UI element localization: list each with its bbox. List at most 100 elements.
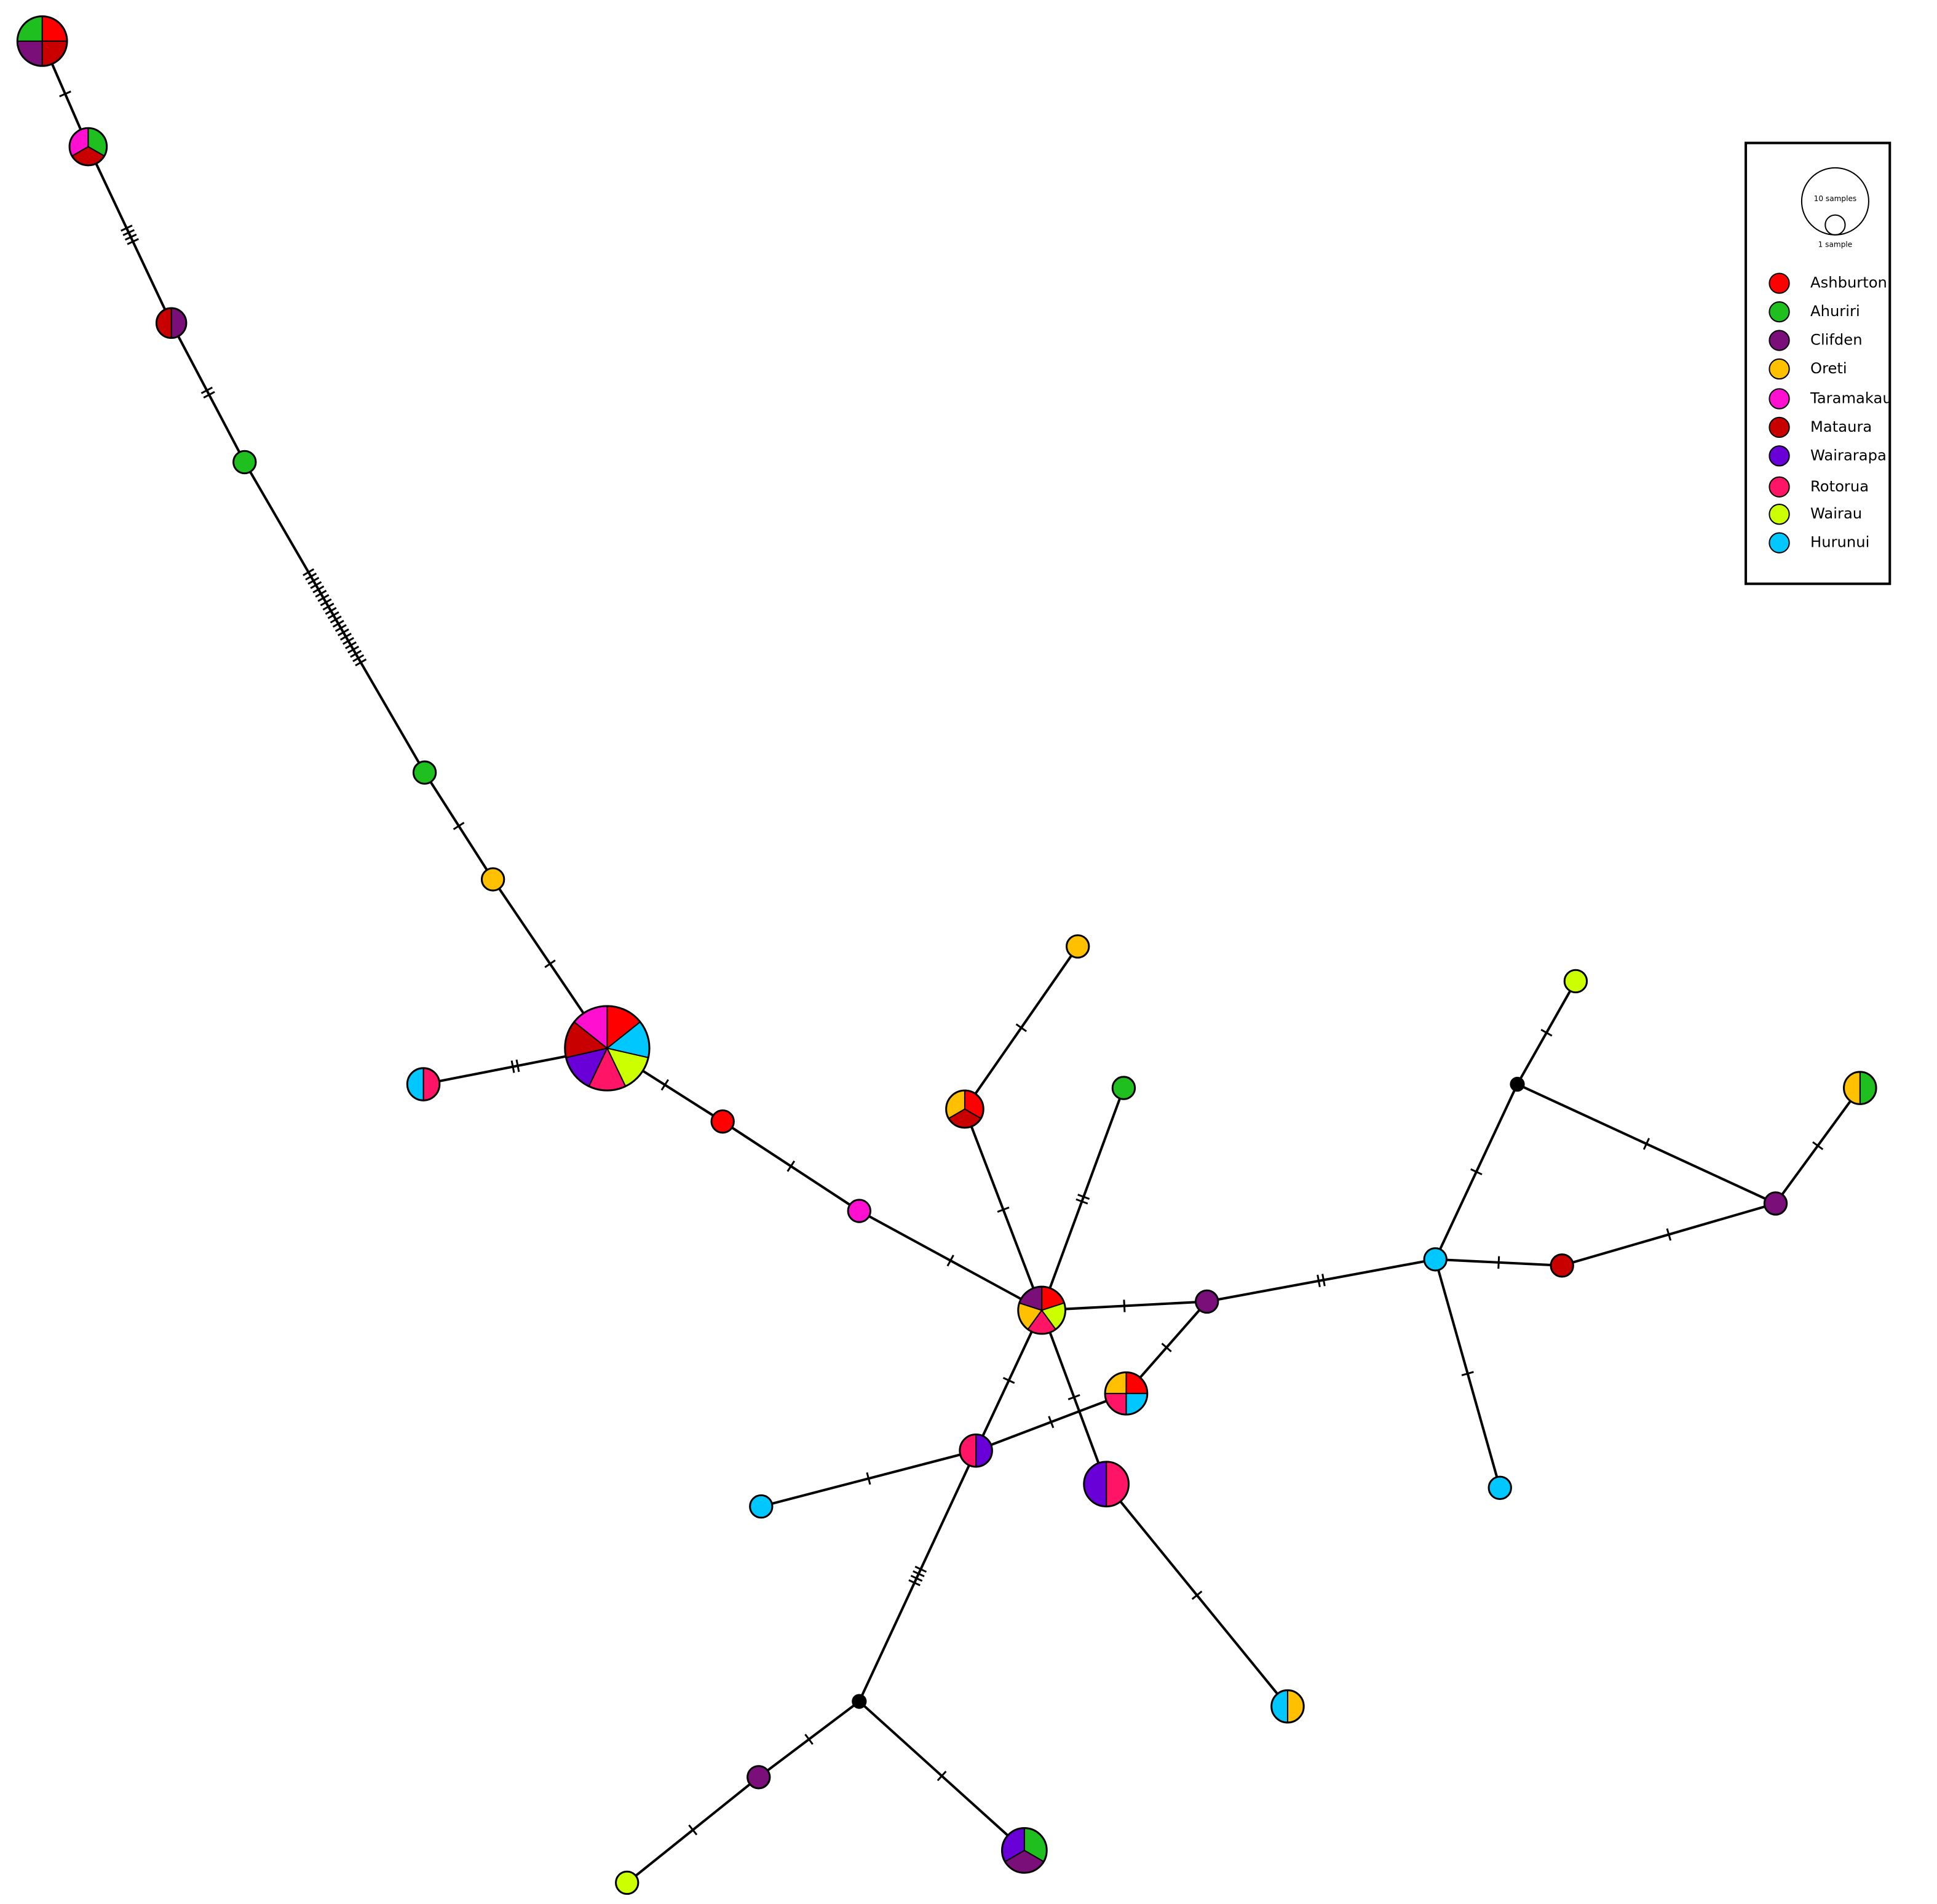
legend-label: Ashburton — [1810, 274, 1887, 292]
mutation-tick — [660, 1079, 669, 1091]
mutation-tick — [1015, 1023, 1027, 1033]
edge — [244, 461, 426, 774]
haplotype — [1423, 1247, 1448, 1272]
haplotype-slice — [1270, 1689, 1288, 1723]
mutation-tick — [804, 1734, 814, 1745]
haplotype-outline — [1843, 1071, 1877, 1105]
mutation-tick — [325, 606, 337, 615]
haplotype-outline — [959, 1433, 993, 1468]
mutation-tick — [1068, 1394, 1080, 1400]
mutation-tick — [310, 581, 322, 589]
mutation-tick — [1540, 1028, 1553, 1037]
mutation-tick — [688, 1824, 698, 1836]
mutation-tick — [124, 233, 137, 241]
median-vector — [1510, 1076, 1525, 1092]
mutation-tick — [347, 645, 360, 654]
mutation-tick — [330, 615, 342, 624]
legend-label: Oreti — [1810, 360, 1847, 377]
mutation-tick — [1191, 1590, 1203, 1600]
mutation-tick — [1317, 1274, 1321, 1288]
haplotype-slice — [406, 1067, 424, 1101]
haplotype-slice — [1083, 1461, 1107, 1507]
edge — [1040, 1087, 1125, 1311]
haplotype-outline — [155, 307, 188, 339]
haplotype-outline — [564, 1005, 651, 1092]
haplotype-slice — [1286, 1689, 1305, 1723]
legend: 10 samples 1 sample Ashburton Ahuriri Clif… — [1745, 141, 1892, 585]
mutation-tick — [1123, 1299, 1126, 1312]
mutation-tick — [59, 90, 71, 98]
mutation-tick — [1470, 1168, 1483, 1176]
mutation-tick — [305, 573, 317, 581]
legend-label: Taramakau — [1810, 389, 1892, 407]
mutation-tick — [307, 577, 320, 585]
mutation-tick — [332, 619, 344, 628]
mutation-tick — [200, 386, 213, 394]
mutation-tick — [1812, 1141, 1824, 1151]
haplotype-outline — [1083, 1461, 1130, 1508]
legend-label: Clifden — [1810, 331, 1863, 349]
haplotype-slice — [170, 307, 187, 339]
haplotype — [1487, 1475, 1512, 1500]
edge — [170, 322, 246, 463]
haplotype-outline — [68, 127, 108, 167]
legend-swatch — [1769, 476, 1790, 498]
edge — [858, 1450, 977, 1702]
mutation-tick — [350, 649, 362, 658]
legend-swatch — [1769, 330, 1790, 351]
mutation-tick — [1461, 1371, 1474, 1376]
haplotype — [1066, 934, 1090, 959]
mutation-tick — [312, 585, 325, 593]
haplotype-slice — [959, 1434, 977, 1467]
edge — [87, 146, 173, 324]
mutation-tick — [1048, 1416, 1055, 1429]
haplotype-slice — [1106, 1461, 1130, 1507]
haplotype-slice — [1859, 1071, 1877, 1105]
legend-swatch — [1769, 445, 1790, 467]
haplotype-slice — [422, 1067, 440, 1101]
mutation-tick — [337, 628, 349, 637]
mutation-tick — [1075, 1198, 1088, 1205]
legend-label: Rotorua — [1810, 478, 1869, 495]
haplotype-outline — [1017, 1285, 1067, 1335]
mutation-tick — [1642, 1138, 1650, 1150]
edge — [1206, 1258, 1436, 1303]
mutation-tick — [910, 1574, 923, 1582]
mutation-tick — [1002, 1376, 1015, 1384]
legend-swatch — [1769, 504, 1790, 525]
mutation-tick — [453, 822, 465, 830]
mutation-tick — [866, 1472, 871, 1485]
haplotype — [747, 1765, 771, 1790]
mutation-tick — [515, 1059, 520, 1073]
mutation-tick — [1666, 1228, 1672, 1241]
haplotype — [1563, 969, 1588, 994]
mutation-tick — [786, 1160, 796, 1172]
haplotype — [749, 1494, 774, 1519]
haplotype — [1550, 1253, 1574, 1278]
legend-swatch — [1769, 272, 1790, 294]
legend-label: Mataura — [1810, 418, 1872, 435]
legend-swatch — [1769, 358, 1790, 380]
mutation-tick — [317, 594, 330, 602]
haplotype — [615, 1870, 640, 1895]
scale-label-small: 1 sample — [1818, 240, 1853, 249]
mutation-tick — [914, 1566, 927, 1573]
legend-swatch — [1769, 532, 1790, 553]
mutation-tick — [908, 1579, 921, 1587]
mutation-tick — [335, 624, 347, 632]
mutation-tick — [1077, 1194, 1090, 1200]
mutation-tick — [937, 1771, 947, 1782]
legend-label: Hurunui — [1810, 534, 1869, 551]
mutation-tick — [355, 658, 367, 667]
legend-swatch — [1769, 416, 1790, 438]
haplotype-slice — [156, 307, 172, 339]
scale-circle-small — [1824, 214, 1846, 236]
mutation-tick — [345, 641, 357, 649]
mutation-tick — [339, 632, 352, 641]
nodes — [16, 15, 1877, 1895]
haplotype — [1763, 1191, 1788, 1216]
mutation-tick — [997, 1206, 1010, 1213]
mutation-tick — [203, 391, 215, 399]
edges — [41, 41, 1861, 1884]
